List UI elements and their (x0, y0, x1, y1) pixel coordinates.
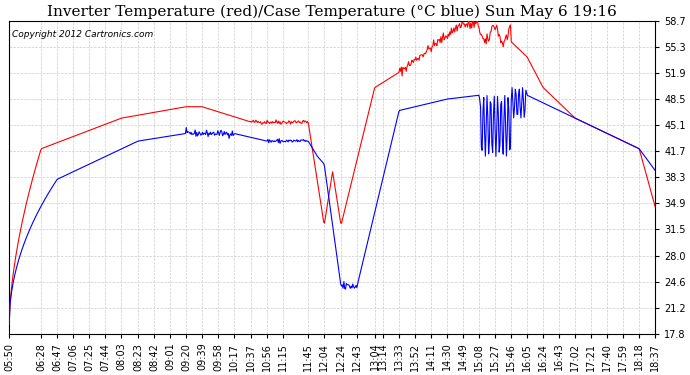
Text: Copyright 2012 Cartronics.com: Copyright 2012 Cartronics.com (12, 30, 154, 39)
Title: Inverter Temperature (red)/Case Temperature (°C blue) Sun May 6 19:16: Inverter Temperature (red)/Case Temperat… (47, 4, 617, 18)
